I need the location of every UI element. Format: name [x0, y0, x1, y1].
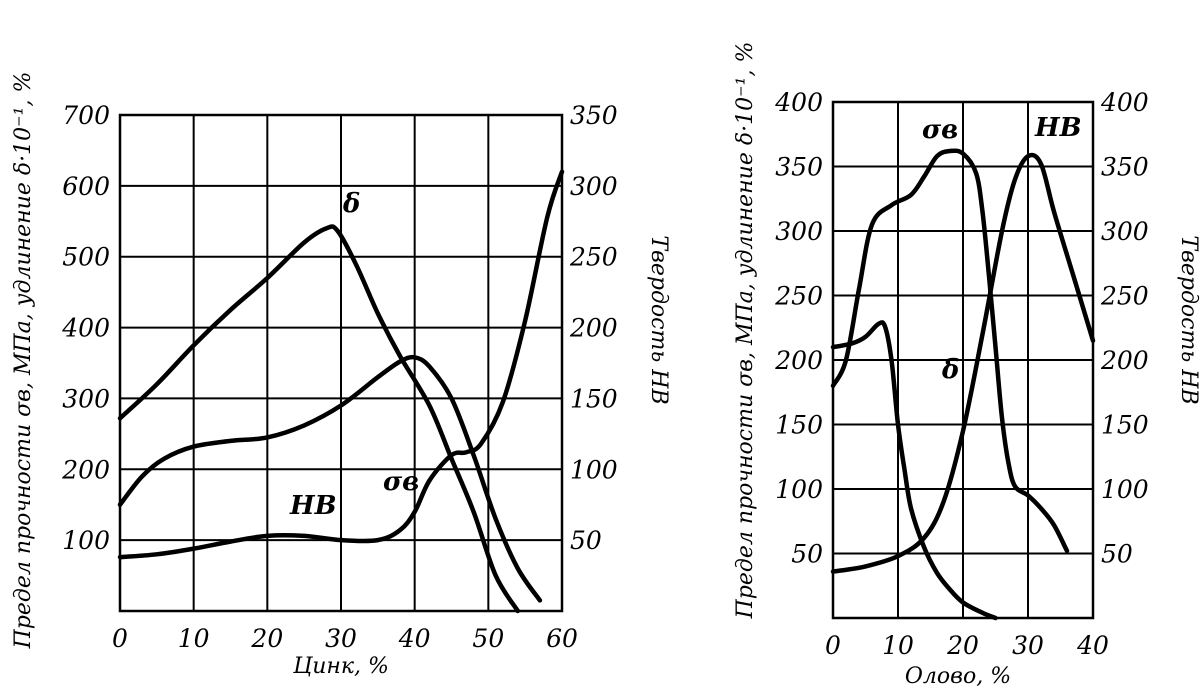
y-left-tick-label: 350: [775, 153, 823, 182]
y-right-tick-label: 100: [570, 455, 618, 484]
y-right-tick-label: 400: [1100, 88, 1149, 117]
y-right-tick-label: 200: [569, 314, 618, 343]
y-left-tick-label: 200: [61, 455, 110, 484]
x-tick-label: 30: [1012, 631, 1044, 660]
x-tick-labels: 0 10 20 30 40 50 60: [112, 624, 578, 653]
y-left-tick-label: 100: [62, 526, 110, 555]
y-left-tick-label: 300: [775, 217, 823, 246]
y-right-tick-label: 50: [1101, 540, 1133, 569]
y-right-tick-label: 350: [570, 101, 618, 130]
grid: [120, 115, 562, 611]
x-tick-label: 50: [472, 624, 504, 653]
x-axis-title: Олово, %: [905, 664, 1011, 689]
series-label-sigma: σв: [922, 115, 958, 145]
y-left-tick-label: 150: [775, 411, 823, 440]
y-left-tick-label: 400: [774, 88, 823, 117]
y-left-tick-labels: 100 200 300 400 500 600 700: [61, 101, 110, 555]
y-left-tick-labels: 50 100 150 200 250 300 350 400: [774, 88, 823, 569]
x-tick-label: 0: [112, 624, 128, 653]
x-tick-label: 60: [546, 624, 578, 653]
x-tick-labels: 0 10 20 30 40: [825, 631, 1109, 660]
figure: 0 10 20 30 40 50 60 100200300400500600700 5010…: [0, 0, 1200, 690]
series-line: [833, 322, 996, 618]
y-left-axis-title: Предел прочности σв, МПа, удлинение δ·10…: [733, 42, 758, 620]
y-left-axis-title: Предел прочности σв, МПа, удлинение δ·10…: [11, 72, 36, 650]
y-left-tick-label: 250: [774, 282, 823, 311]
y-right-tick-label: 150: [1101, 411, 1149, 440]
chart-zinc: 0 10 20 30 40 50 60 100 200 300 400 500 600 700 50 10…: [11, 72, 671, 679]
series-line: [833, 151, 1067, 551]
x-tick-label: 20: [946, 631, 979, 660]
y-right-tick-label: 50: [570, 526, 602, 555]
y-right-tick-labels: 50 100 150 200 250 300 350: [569, 101, 618, 555]
x-tick-label: 30: [325, 624, 357, 653]
chart-tin: 0 10 20 30 40 50 100 150 200 250 300 350 400 50 100 1…: [733, 42, 1200, 689]
series-line: [120, 357, 540, 600]
y-right-tick-label: 100: [1101, 475, 1149, 504]
x-tick-label: 0: [825, 631, 841, 660]
x-axis-title: Цинк, %: [292, 654, 389, 679]
x-tick-label: 20: [250, 624, 283, 653]
x-tick-label: 10: [882, 631, 914, 660]
y-left-tick-label: 700: [62, 101, 110, 130]
y-left-tick-label: 50: [791, 540, 823, 569]
y-left-tick-label: 400: [61, 314, 110, 343]
y-right-axis-title: Твердость НВ: [646, 235, 671, 404]
y-left-tick-label: 200: [774, 346, 823, 375]
y-left-tick-label: 100: [775, 475, 823, 504]
series-label-delta: δ: [342, 189, 360, 219]
y-right-tick-label: 350: [1101, 153, 1149, 182]
y-right-tick-label: 250: [1100, 282, 1149, 311]
y-right-tick-label: 200: [1100, 346, 1149, 375]
x-tick-label: 40: [1076, 631, 1109, 660]
y-left-tick-label: 600: [62, 172, 110, 201]
grid: [833, 102, 1093, 618]
series-label-hb: НВ: [289, 491, 337, 521]
y-right-tick-label: 150: [570, 384, 618, 413]
series-label-hb: НВ: [1034, 113, 1082, 143]
y-right-axis-title: Твердость НВ: [1176, 235, 1200, 404]
x-tick-label: 10: [178, 624, 210, 653]
y-right-tick-label: 300: [570, 172, 618, 201]
series-label-delta: δ: [941, 355, 959, 385]
y-right-tick-label: 250: [569, 243, 618, 272]
y-right-tick-labels: 50 100 150 200 250 300 350 400: [1100, 88, 1149, 569]
y-left-tick-label: 300: [62, 384, 110, 413]
series-label-sigma: σв: [383, 467, 419, 497]
y-left-tick-label: 500: [62, 243, 110, 272]
y-right-tick-label: 300: [1101, 217, 1149, 246]
x-tick-label: 40: [398, 624, 431, 653]
